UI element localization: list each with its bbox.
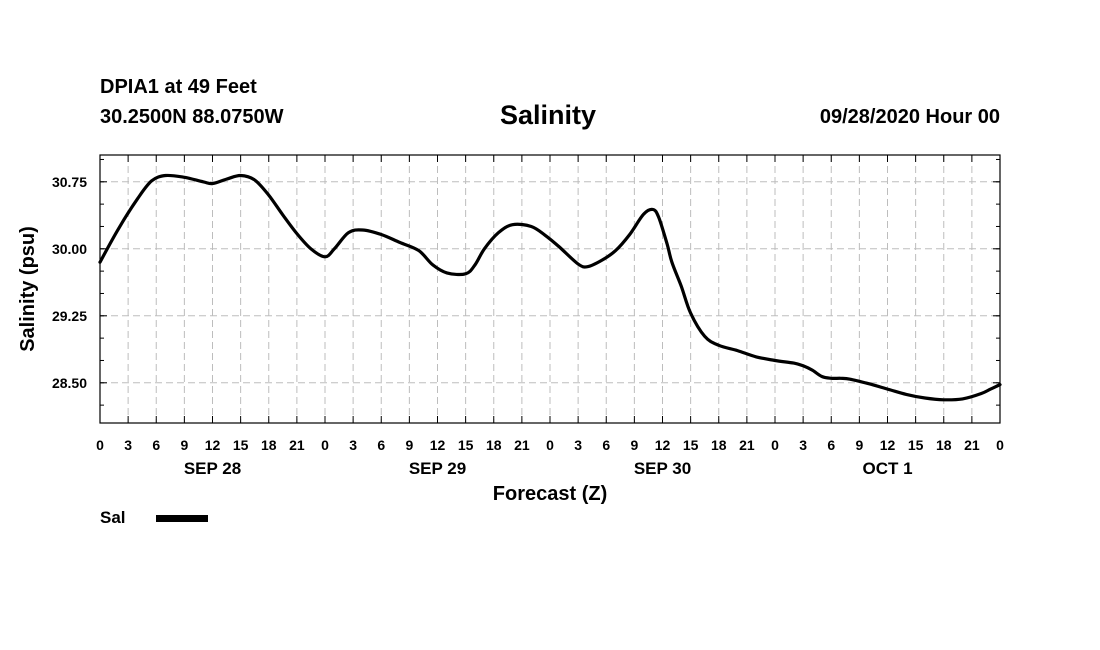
legend-swatch [155,514,208,522]
y-tick-label: 30.75 [52,174,87,190]
station-label: DPIA1 at 49 Feet [100,76,257,98]
x-tick-label: 18 [936,437,952,453]
x-tick-label: 18 [711,437,727,453]
x-tick-label: 9 [180,437,188,453]
x-tick-label: 6 [602,437,610,453]
x-tick-label: 0 [996,437,1004,453]
salinity-series-line [98,173,1002,402]
x-tick-label: 12 [880,437,896,453]
x-tick-label: 9 [855,437,863,453]
x-tick-label: 9 [630,437,638,453]
x-tick-label: 12 [655,437,671,453]
y-axis: 28.50 29.25 30.00 30.75 [52,158,1000,406]
x-day-label: SEP 29 [409,459,466,478]
x-tick-label: 6 [827,437,835,453]
y-tick-label: 28.50 [52,375,87,391]
x-tick-label: 18 [486,437,502,453]
x-tick-label: 15 [908,437,924,453]
forecast-datetime: 09/28/2020 Hour 00 [819,106,1000,128]
x-tick-label: 0 [546,437,554,453]
x-tick-label: 15 [683,437,699,453]
coordinates-label: 30.2500N 88.0750W [100,106,284,128]
x-tick-label: 3 [574,437,582,453]
x-day-label: SEP 28 [184,459,241,478]
x-tick-label: 0 [96,437,104,453]
legend-label: Sal [100,508,126,527]
x-tick-label: 6 [377,437,385,453]
legend: Sal [100,508,208,528]
chart-title: Salinity [500,100,597,130]
x-tick-label: 18 [261,437,277,453]
y-tick-label: 29.25 [52,308,87,324]
y-axis-title: Salinity (psu) [17,226,39,352]
x-tick-label: 12 [205,437,221,453]
x-tick-label: 6 [152,437,160,453]
x-tick-label: 12 [430,437,446,453]
x-tick-label: 0 [771,437,779,453]
x-axis: 0 3 6 9 12 15 18 21 0 3 6 9 12 15 18 21 0 3 6 9 12 15 18 21 0 3 6 9… [96,155,1004,478]
plot-frame [99,154,1001,424]
x-tick-label: 3 [124,437,132,453]
x-tick-label: 3 [349,437,357,453]
x-tick-label: 0 [321,437,329,453]
y-tick-label: 30.00 [52,241,87,257]
grid-lines [100,155,1000,423]
x-day-label: OCT 1 [862,459,912,478]
x-tick-label: 21 [514,437,530,453]
x-tick-label: 15 [458,437,474,453]
x-tick-label: 21 [739,437,755,453]
x-tick-label: 15 [233,437,249,453]
x-tick-label: 3 [799,437,807,453]
x-tick-label: 21 [964,437,980,453]
x-tick-label: 21 [289,437,305,453]
x-day-label: SEP 30 [634,459,691,478]
x-tick-label: 9 [405,437,413,453]
x-axis-title: Forecast (Z) [493,483,607,505]
